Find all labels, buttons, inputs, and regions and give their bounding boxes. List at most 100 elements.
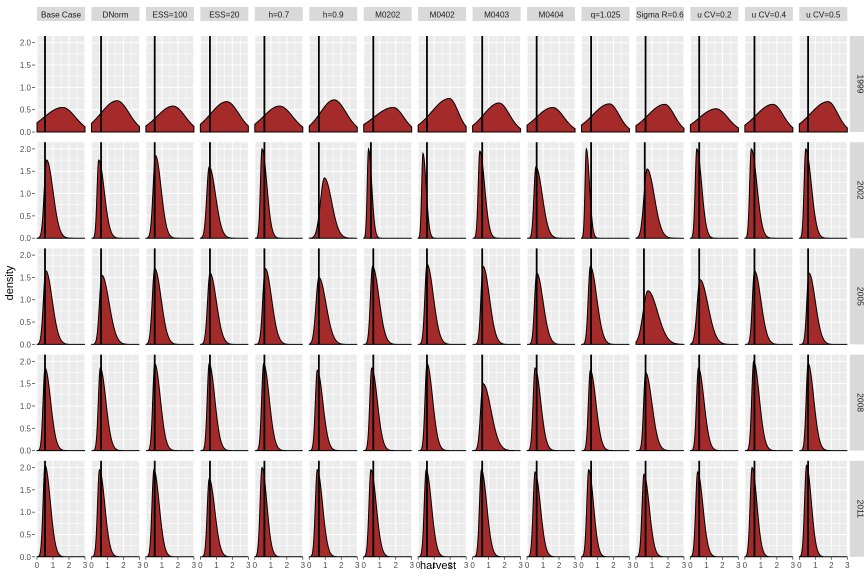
facet-panel <box>581 248 630 345</box>
density-area <box>363 468 412 558</box>
x-tick-label: 3 <box>464 561 469 570</box>
column-strip <box>527 7 576 21</box>
x-tick-label: 0 <box>416 561 421 570</box>
y-tick-label: 0.5 <box>20 212 32 221</box>
facet-panel <box>417 248 467 345</box>
x-tick-label: 0 <box>253 561 258 570</box>
facet-panel <box>744 354 794 452</box>
facet-panel <box>744 36 794 133</box>
x-tick-label: 1 <box>432 561 437 570</box>
column-strip-label: h=0.7 <box>268 11 289 20</box>
facet-panel <box>90 36 140 133</box>
density-area <box>798 148 848 239</box>
density-area <box>308 177 358 239</box>
row-strip-label: 2008 <box>856 393 864 412</box>
density-area <box>744 360 793 452</box>
facet-panel <box>744 142 794 239</box>
facet-panel <box>581 460 630 558</box>
facet-panel <box>798 142 848 239</box>
x-tick-label: 0 <box>144 561 149 570</box>
x-tick-label: 1 <box>160 561 165 570</box>
column-strip-label: u CV=0.4 <box>752 11 787 20</box>
x-tick-label: 0 <box>35 561 40 570</box>
row-strip-label: 2002 <box>856 181 864 200</box>
facet-panel <box>635 248 685 345</box>
density-area <box>417 151 467 239</box>
x-tick-label: 3 <box>573 561 578 570</box>
x-tick-label: 3 <box>627 561 632 570</box>
density-area <box>744 148 793 239</box>
density-area <box>254 267 303 345</box>
facet-panel <box>308 248 358 345</box>
facet-panel <box>635 460 685 558</box>
row-strip-label: 2005 <box>856 287 864 306</box>
facet-panel <box>689 354 739 452</box>
y-axis-label: density <box>4 265 16 300</box>
y-tick-label: 0.5 <box>20 530 32 539</box>
column-strip-label: ESS=100 <box>152 11 187 20</box>
x-tick-label: 3 <box>83 561 88 570</box>
y-tick-label: 0.5 <box>20 318 32 327</box>
column-strip-label: Sigma R=0.6 <box>636 11 684 20</box>
density-area <box>145 154 194 239</box>
facet-panel <box>744 460 794 558</box>
facet-panel <box>581 36 630 133</box>
column-strip-label: DNorm <box>102 11 128 20</box>
density-area <box>254 362 303 452</box>
column-strip <box>418 7 467 21</box>
density-area <box>581 147 630 239</box>
row-strip <box>849 142 864 239</box>
density-area <box>527 166 576 239</box>
facet-panel <box>199 354 249 452</box>
facet-panel <box>199 142 249 239</box>
facet-panel <box>254 460 304 558</box>
row-strip <box>849 354 864 451</box>
x-tick-label: 1 <box>105 561 110 570</box>
column-strip-label: M0404 <box>539 11 564 20</box>
facet-panel <box>472 248 522 345</box>
density-area <box>91 159 140 239</box>
x-tick-label: 1 <box>323 561 328 570</box>
density-area <box>200 362 249 452</box>
density-area <box>689 471 739 558</box>
facet-panel <box>363 460 413 558</box>
x-tick-label: 1 <box>377 561 382 570</box>
x-tick-label: 1 <box>541 561 546 570</box>
density-area <box>254 105 304 133</box>
x-tick-label: 2 <box>393 561 398 570</box>
x-tick-label: 1 <box>813 561 818 570</box>
y-tick-label: 0.0 <box>20 553 32 562</box>
density-area <box>199 101 249 133</box>
row-strip <box>849 36 864 132</box>
column-strip <box>91 7 140 21</box>
density-area <box>472 102 522 133</box>
column-strip-label: q=1.025 <box>591 11 621 20</box>
y-tick-label: 1.5 <box>20 61 32 70</box>
y-tick-label: 0.5 <box>20 106 32 115</box>
density-area <box>200 477 249 558</box>
y-tick-label: 0.5 <box>20 424 32 433</box>
x-tick-label: 2 <box>121 561 126 570</box>
facet-panel <box>90 248 140 345</box>
y-tick-label: 1.5 <box>20 380 32 389</box>
x-tick-label: 0 <box>361 561 366 570</box>
density-area <box>308 369 358 452</box>
density-area <box>417 263 467 345</box>
column-strip <box>200 7 249 21</box>
facet-panel <box>199 248 249 345</box>
y-tick-label: 1.0 <box>20 402 32 411</box>
density-area <box>689 279 739 345</box>
density-area <box>308 276 358 345</box>
density-area <box>90 274 140 345</box>
x-tick-label: 0 <box>797 561 802 570</box>
density-area <box>199 166 249 239</box>
facet-panel <box>254 354 304 452</box>
density-area <box>363 367 412 452</box>
facet-panels: Base Case DNorm ESS=100 ESS=20 h=0.7 h=0.9 M02… <box>20 7 864 570</box>
column-strip <box>581 7 630 21</box>
facet-panel <box>145 36 195 133</box>
column-strip-label: u CV=0.5 <box>806 11 841 20</box>
facet-panel <box>472 36 522 133</box>
facet-panel <box>526 248 576 345</box>
column-strip-label: u CV=0.2 <box>697 11 732 20</box>
